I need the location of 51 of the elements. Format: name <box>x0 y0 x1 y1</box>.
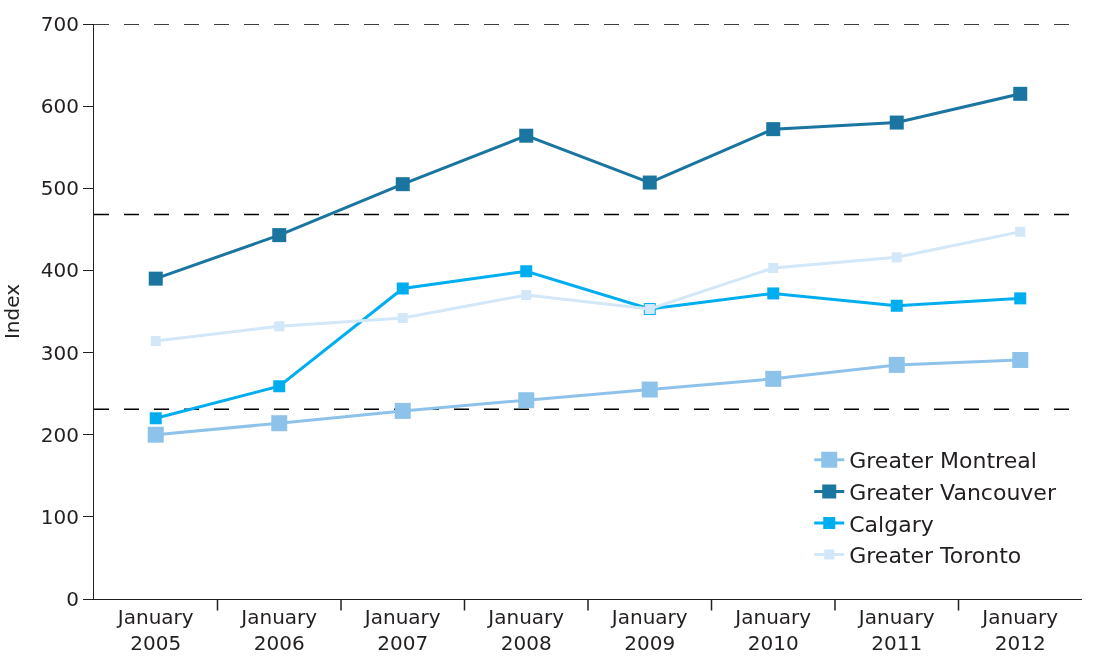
point <box>395 177 410 192</box>
point <box>147 426 164 443</box>
point <box>148 271 163 286</box>
y-tick-label: 0 <box>66 587 79 611</box>
point <box>519 128 534 143</box>
y-tick-label: 300 <box>40 340 79 365</box>
point <box>396 282 409 295</box>
x-tick-label: January 2008 <box>486 605 565 655</box>
y-tick-label: 400 <box>40 258 79 283</box>
point <box>273 380 286 393</box>
x-tick-label: January 2010 <box>733 605 812 655</box>
point <box>891 252 902 263</box>
point <box>397 313 408 324</box>
y-axis-title: Index <box>0 283 25 340</box>
y-tick-label: 100 <box>40 504 79 529</box>
point <box>1014 292 1027 305</box>
point <box>641 381 658 398</box>
point <box>149 412 162 425</box>
x-tick-label: January 2005 <box>115 605 194 655</box>
y-tick-label: 500 <box>40 176 79 201</box>
x-tick-label: January 2006 <box>239 605 318 655</box>
point <box>642 175 657 190</box>
x-tick-label: January 2011 <box>856 605 935 655</box>
point <box>274 321 285 332</box>
x-tick-label: January 2009 <box>609 605 688 655</box>
point <box>520 265 533 278</box>
point <box>1013 86 1028 101</box>
point <box>766 122 781 137</box>
point <box>521 290 532 301</box>
legend-label: Greater Vancouver <box>849 479 1057 505</box>
x-tick-label: January 2007 <box>362 605 441 655</box>
point <box>394 402 411 419</box>
legend-label: Calgary <box>849 511 934 537</box>
point <box>890 299 903 312</box>
x-tick-label: January 2012 <box>980 605 1059 655</box>
y-tick-label: 700 <box>40 12 79 36</box>
point <box>1015 226 1026 237</box>
legend-label: Greater Montreal <box>849 448 1037 474</box>
point <box>1012 351 1029 368</box>
point <box>272 228 287 243</box>
point <box>767 287 780 300</box>
legend-label: Greater Toronto <box>849 543 1022 569</box>
point <box>518 392 535 409</box>
point <box>150 336 161 347</box>
y-tick-label: 600 <box>40 94 79 119</box>
point <box>888 356 905 373</box>
point <box>768 262 779 273</box>
point <box>889 115 904 130</box>
y-tick-label: 200 <box>40 422 79 447</box>
point <box>765 370 782 387</box>
point <box>271 415 288 432</box>
